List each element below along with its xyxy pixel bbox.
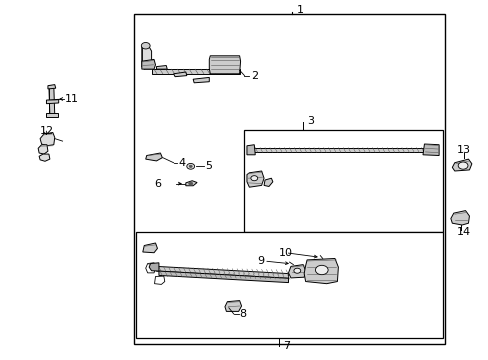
Text: 4: 4 <box>178 158 185 168</box>
Polygon shape <box>156 66 167 69</box>
Polygon shape <box>38 145 48 154</box>
Polygon shape <box>39 154 50 161</box>
Text: 12: 12 <box>40 126 54 136</box>
Circle shape <box>188 182 192 185</box>
Polygon shape <box>422 144 438 156</box>
Circle shape <box>141 42 150 49</box>
Polygon shape <box>156 266 288 278</box>
Text: 2: 2 <box>250 71 258 81</box>
Polygon shape <box>142 59 155 69</box>
Text: 8: 8 <box>239 309 246 319</box>
Polygon shape <box>288 265 305 278</box>
Text: 1: 1 <box>296 5 303 15</box>
Polygon shape <box>46 99 59 104</box>
Polygon shape <box>149 263 159 271</box>
Polygon shape <box>248 148 437 152</box>
Text: 13: 13 <box>456 145 470 156</box>
Polygon shape <box>451 159 471 171</box>
Text: 6: 6 <box>154 179 161 189</box>
Polygon shape <box>154 276 164 284</box>
Circle shape <box>189 165 192 167</box>
Polygon shape <box>264 178 272 186</box>
Text: 11: 11 <box>65 94 79 104</box>
Polygon shape <box>142 243 157 253</box>
Polygon shape <box>142 47 151 69</box>
Text: 5: 5 <box>205 161 212 171</box>
Polygon shape <box>173 72 186 77</box>
Circle shape <box>315 265 327 275</box>
Text: 10: 10 <box>278 248 292 258</box>
Bar <box>244 130 442 232</box>
Polygon shape <box>246 145 255 155</box>
Text: 14: 14 <box>456 227 470 237</box>
Polygon shape <box>48 85 56 89</box>
Polygon shape <box>145 153 162 161</box>
Polygon shape <box>450 211 468 225</box>
Circle shape <box>186 163 194 169</box>
Circle shape <box>250 176 257 181</box>
Text: 9: 9 <box>257 256 264 266</box>
Polygon shape <box>145 263 155 273</box>
Polygon shape <box>224 301 241 311</box>
Polygon shape <box>209 56 240 74</box>
Polygon shape <box>185 181 197 186</box>
Text: 7: 7 <box>282 341 289 351</box>
Bar <box>134 14 444 344</box>
Bar <box>136 232 442 338</box>
Circle shape <box>293 268 300 273</box>
Circle shape <box>457 162 467 169</box>
Polygon shape <box>246 171 264 187</box>
Polygon shape <box>193 77 209 83</box>
Polygon shape <box>304 258 338 284</box>
Polygon shape <box>49 86 55 116</box>
Polygon shape <box>40 132 55 146</box>
Polygon shape <box>159 271 288 283</box>
Polygon shape <box>46 113 58 117</box>
Polygon shape <box>151 69 239 74</box>
Text: 3: 3 <box>306 116 313 126</box>
